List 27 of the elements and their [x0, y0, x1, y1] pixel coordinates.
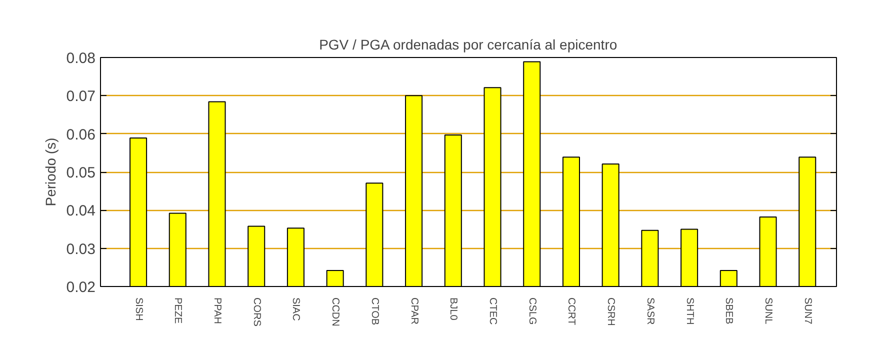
y-tick-label: 0.08 [66, 50, 96, 67]
x-tick-label: SIAC [290, 298, 302, 321]
x-tick-label: SASR [644, 298, 656, 325]
y-tick-label: 0.07 [66, 88, 96, 106]
x-tick-label: PEZE [172, 298, 184, 324]
y-axis-title: Periodo (s) [42, 138, 58, 206]
x-tick-label: CSRH [605, 298, 616, 326]
x-tick-label: PPAH [212, 298, 222, 324]
x-tick-label: SUN7 [802, 298, 813, 325]
x-tick-label: CTEC [487, 298, 498, 325]
chart-title: PGV / PGA ordenadas por cercanía al epicentro [319, 36, 618, 52]
x-tick-label: CSLG [526, 298, 538, 325]
x-tick-label: CORS [250, 298, 262, 327]
y-tick-label: 0.03 [66, 240, 96, 258]
x-tick-label: SISH [132, 298, 144, 321]
x-tick-label: SUNL [762, 298, 774, 325]
x-tick-label: CCRT [566, 298, 577, 326]
y-tick-label: 0.06 [66, 126, 96, 144]
y-tick-label: 0.04 [66, 202, 96, 220]
y-tick-label: 0.02 [66, 279, 96, 296]
x-tick-label: SHTH [684, 298, 695, 325]
x-tick-label: CCDN [330, 298, 341, 326]
x-tick-label: CTOB [368, 298, 380, 326]
x-tick-label: BJL0 [448, 298, 459, 321]
x-tick-label: CPAR [408, 298, 420, 325]
x-tick-label: SBEB [723, 298, 734, 325]
y-tick-label: 0.05 [66, 164, 96, 182]
